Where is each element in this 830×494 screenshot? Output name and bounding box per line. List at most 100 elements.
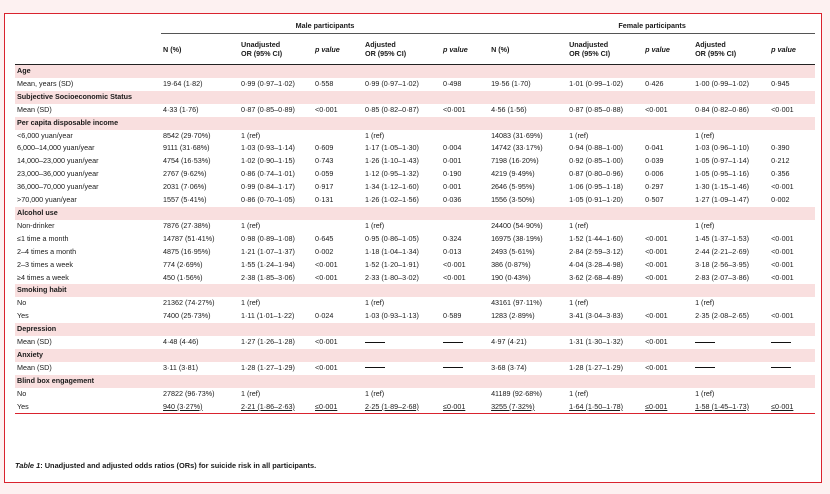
table-cell: 1·30 (1·15–1·46) [695,182,750,192]
table-cell: 19·56 (1·70) [491,78,531,88]
table-cell: 1·52 (1·44–1·60) [569,233,624,243]
table-row: <6,000 yuan/year 8542 (29·70%) 1 (ref) 1 (r… [15,130,815,143]
table-cell: <0·001 [771,311,794,321]
table-cell [441,220,489,233]
table-cell: 4875 (16·95%) [163,246,211,256]
column-header-line1: p value [771,44,796,54]
table-caption: Table 1: Unadjusted and adjusted odds ra… [15,461,316,470]
table-cell: <0·001 [771,259,794,269]
table-cell: 1 (ref) [241,130,261,140]
table-cell: 14742 (33·17%) [491,143,543,153]
table-cell: 19·64 (1·82) [163,78,203,88]
column-header-line1: N (%) [163,44,182,54]
table-cell [313,220,363,233]
table-cell: 1·31 (1·30–1·32) [569,337,624,347]
table-cell: 0·002 [315,246,334,256]
table-cell: <0·001 [645,233,668,243]
section-row: Per capita disposable income [15,116,816,130]
table-cell: 0·94 (0·88–1·00) [569,143,624,153]
table-cell: <0·001 [771,272,794,282]
table-cell [313,130,363,143]
column-header [15,34,161,65]
table-cell: 4219 (9·49%) [491,169,535,179]
table-cell: 3·41 (3·04–3·83) [569,311,624,321]
table-cell: <0·001 [315,337,338,347]
table-cell: 1·26 (1·10–1·43) [365,156,419,166]
row-label: 23,000–36,000 yuan/year [17,169,99,179]
table-cell: 1·00 (0·99–1·02) [695,78,750,88]
table-cell: 4·56 (1·56) [491,104,527,114]
dash-mark [695,341,716,343]
table-cell: 1·03 (0·96–1·10) [695,143,750,153]
table-cell: 0·356 [771,169,790,179]
table-cell: 0·87 (0·80–0·96) [569,169,624,179]
column-header: p value [769,34,815,65]
table-cell: 1 (ref) [569,220,589,230]
table-cell: ≤0·001 [645,401,668,411]
table-cell: 1·26 (1·02–1·56) [365,195,419,205]
table-cell: 2·84 (2·59–3·12) [569,246,624,256]
not-applicable-cell [693,336,769,349]
section-row: Depression [15,323,816,337]
table-cell: 0·84 (0·82–0·86) [695,104,750,114]
table-cell: <0·001 [645,337,668,347]
table-cell: <0·001 [645,259,668,269]
table-cell: 0·390 [771,143,790,153]
section-row: Age [15,64,816,78]
row-label: Non-drinker [17,220,55,230]
table-row: Yes 7400 (25·73%) 1·11 (1·01–1·22) 0·024 1·0… [15,310,815,323]
table-row: ≥4 times a week 450 (1·56%) 2·38 (1·85–3·0… [15,272,815,285]
table-cell: 0·86 (0·74–1·01) [241,169,295,179]
table-cell: ≤0·001 [315,401,338,411]
not-applicable-cell [441,362,489,375]
table-cell: 2493 (5·61%) [491,246,535,256]
table-row: 14,000–23,000 yuan/year 4754 (16·53%) 1·02… [15,155,815,168]
table-cell: 1·03 (0·93–1·13) [365,311,419,321]
table-cell: 4·97 (4·21) [491,337,527,347]
table-cell: 1·52 (1·20–1·91) [365,259,419,269]
table-cell: 0·036 [443,195,462,205]
row-label: 36,000–70,000 yuan/year [17,182,99,192]
table-cell: 0·945 [771,78,790,88]
table-cell: 2031 (7·06%) [163,182,207,192]
table-row: 6,000–14,000 yuan/year 9111 (31·68%) 1·03 … [15,142,815,155]
table-cell: 2·83 (2·07–3·86) [695,272,750,282]
table-cell: 1·17 (1·05–1·30) [365,143,419,153]
table-cell: 0·558 [315,78,334,88]
table-cell: 1·64 (1·50–1·78) [569,401,624,411]
table-cell: 0·87 (0·85–0·88) [569,104,624,114]
table-cell: 0·039 [645,156,664,166]
dash-mark [365,341,385,343]
table-cell: 7876 (27·38%) [163,220,211,230]
table-cell: <0·001 [645,362,668,372]
column-header-row: N (%) Unadjusted OR (95% CI) p value Adjuste… [15,34,816,65]
table-cell: <0·001 [315,362,338,372]
table-cell: 2·38 (1·85–3·06) [241,272,295,282]
section-label: Subjective Socioeconomic Status [15,90,816,104]
table-cell: 0·85 (0·82–0·87) [365,104,419,114]
table-cell: 4·04 (3·28–4·98) [569,259,624,269]
table-cell: 9111 (31·68%) [163,143,210,153]
column-header: p value [643,34,693,65]
table-cell: 0·059 [315,169,334,179]
table-cell: 1 (ref) [569,388,589,398]
row-label: 14,000–23,000 yuan/year [17,156,99,166]
table-cell: 0·507 [645,195,664,205]
table-cell: 4754 (16·53%) [163,156,211,166]
section-row: Smoking habit [15,284,816,298]
table-cell: 1·27 (1·26–1·28) [241,337,295,347]
row-label: ≤1 time a month [17,233,69,243]
column-header-line2: OR (95% CI) [569,49,611,58]
table-cell: 24400 (54·90%) [491,220,543,230]
table-row: No 21362 (74·27%) 1 (ref) 1 (ref) 43161 (97·… [15,297,815,310]
table-cell: ≤0·001 [443,401,466,411]
table-cell: 8542 (29·70%) [163,130,211,140]
table-cell: 0·609 [315,143,334,153]
table-cell: 0·645 [315,233,334,243]
table-cell: 774 (2·69%) [163,259,203,269]
row-label: Mean (SD) [17,337,52,347]
table-cell: 0·426 [645,78,664,88]
table-cell: 0·190 [443,169,462,179]
table-cell: 4·33 (1·76) [163,104,199,114]
table-cell: 0·99 (0·84–1·17) [241,182,295,192]
